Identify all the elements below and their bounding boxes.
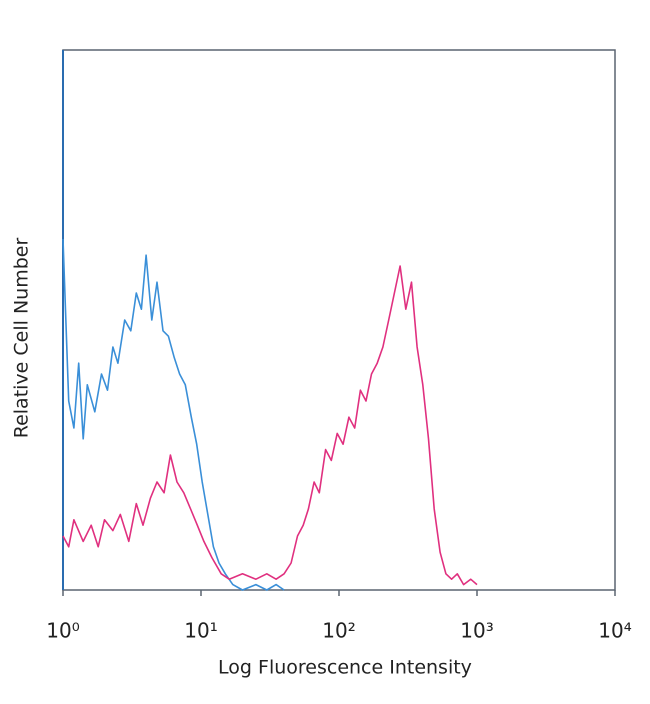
x-axis-title: Log Fluorescence Intensity bbox=[218, 657, 472, 679]
histogram-line bbox=[62, 238, 285, 591]
x-tick-label: 10⁴ bbox=[598, 619, 631, 643]
histogram-line bbox=[62, 265, 478, 586]
plot-frame bbox=[62, 49, 616, 591]
x-tick-label: 10² bbox=[322, 619, 355, 643]
x-tick-label: 10³ bbox=[460, 619, 493, 643]
x-tick-label: 10¹ bbox=[184, 619, 217, 643]
y-axis-title: Relative Cell Number bbox=[11, 238, 33, 439]
x-tick-label: 10⁰ bbox=[46, 619, 79, 643]
